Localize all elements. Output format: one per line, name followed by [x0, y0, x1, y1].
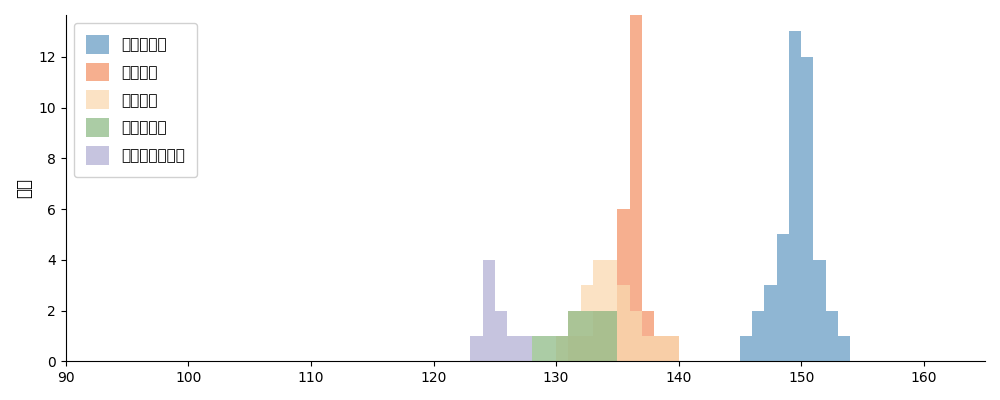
Bar — [666, 336, 679, 361]
Bar — [581, 310, 593, 361]
Bar — [593, 310, 605, 361]
Bar — [568, 310, 581, 361]
Bar — [654, 336, 666, 361]
Bar — [752, 310, 764, 361]
Bar — [617, 209, 630, 361]
Bar — [556, 336, 568, 361]
Bar — [581, 336, 593, 361]
Bar — [789, 32, 801, 361]
Bar — [777, 234, 789, 361]
Bar — [630, 310, 642, 361]
Bar — [801, 57, 813, 361]
Bar — [507, 336, 519, 361]
Bar — [532, 336, 544, 361]
Bar — [495, 310, 507, 361]
Bar — [666, 336, 679, 361]
Bar — [740, 336, 752, 361]
Bar — [593, 260, 605, 361]
Bar — [642, 336, 654, 361]
Bar — [813, 260, 826, 361]
Bar — [838, 336, 850, 361]
Bar — [605, 260, 617, 361]
Bar — [764, 285, 777, 361]
Bar — [568, 336, 581, 361]
Bar — [617, 285, 630, 361]
Bar — [568, 310, 581, 361]
Bar — [654, 336, 666, 361]
Bar — [519, 336, 532, 361]
Bar — [556, 336, 568, 361]
Bar — [630, 6, 642, 361]
Bar — [605, 310, 617, 361]
Bar — [581, 285, 593, 361]
Bar — [470, 336, 483, 361]
Y-axis label: 球数: 球数 — [15, 178, 33, 198]
Legend: ストレート, フォーク, シンカー, スライダー, ナックルカーブ: ストレート, フォーク, シンカー, スライダー, ナックルカーブ — [74, 23, 197, 177]
Bar — [826, 310, 838, 361]
Bar — [544, 336, 556, 361]
Bar — [593, 310, 605, 361]
Bar — [642, 310, 654, 361]
Bar — [483, 260, 495, 361]
Bar — [605, 310, 617, 361]
